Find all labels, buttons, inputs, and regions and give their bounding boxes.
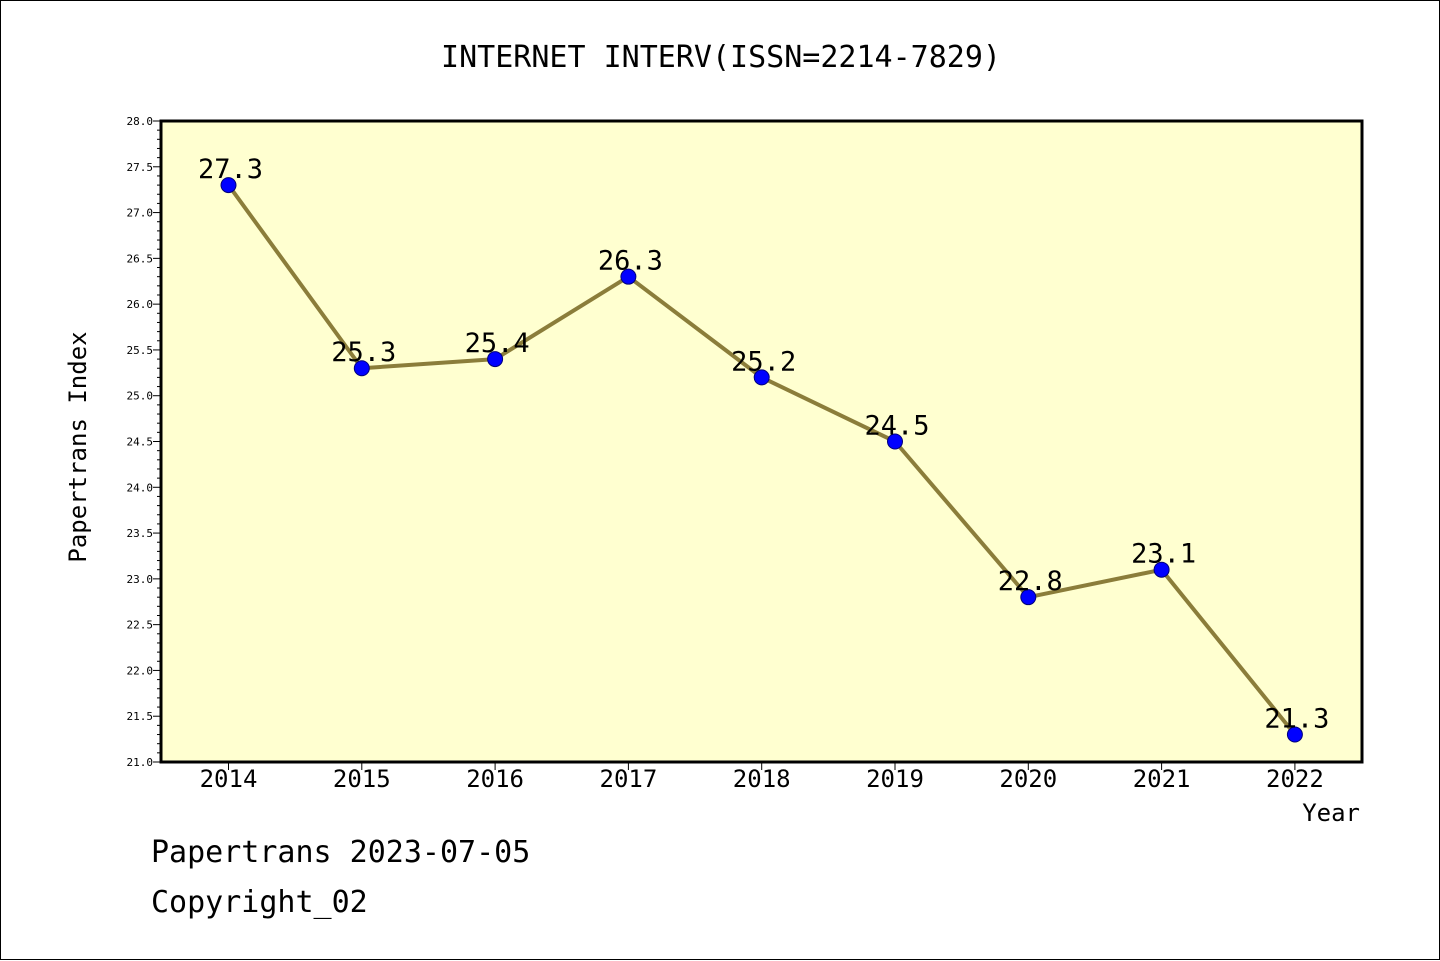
data-label: 27.3 — [198, 154, 263, 185]
data-label: 21.3 — [1264, 704, 1329, 735]
data-label: 25.4 — [465, 328, 530, 359]
data-point — [1153, 561, 1170, 578]
x-tick-label: 2022 — [1266, 765, 1324, 793]
data-point — [887, 433, 903, 450]
y-tick-label: 24.5 — [127, 436, 154, 449]
y-axis-label: Papertrans Index — [64, 331, 92, 562]
y-tick-label: 25.0 — [127, 390, 154, 403]
data-label: 24.5 — [864, 411, 929, 442]
data-point — [620, 268, 637, 285]
x-axis-label: Year — [1302, 799, 1360, 827]
y-tick-label: 27.5 — [127, 161, 154, 174]
x-tick-label: 2020 — [999, 765, 1057, 793]
x-tick-label: 2021 — [1133, 765, 1191, 793]
y-tick-label: 21.0 — [127, 756, 154, 769]
x-tick-label: 2018 — [733, 765, 791, 793]
data-point — [220, 177, 237, 194]
y-tick-label: 24.0 — [127, 481, 154, 494]
data-label: 23.1 — [1131, 539, 1196, 570]
y-tick-label: 28.0 — [127, 115, 154, 128]
y-tick-label: 23.5 — [127, 527, 154, 540]
data-point — [353, 360, 370, 377]
data-markers — [220, 177, 1303, 743]
data-label: 26.3 — [598, 246, 663, 277]
footer-date: Papertrans 2023-07-05 — [151, 835, 531, 870]
y-tick-label: 25.5 — [127, 344, 154, 357]
data-labels: 27.3 25.3 25.4 26.3 25.2 24.5 22.8 23.1 21.3 — [198, 154, 1329, 734]
plot-border — [159, 119, 1364, 764]
chart-title: INTERNET INTERV(ISSN=2214-7829) — [441, 40, 1001, 75]
x-tick-label: 2014 — [200, 765, 258, 793]
data-label: 25.2 — [731, 346, 796, 377]
data-point — [753, 369, 770, 386]
y-tick-label: 26.5 — [127, 252, 154, 265]
plot-area — [161, 121, 1362, 762]
data-point — [1286, 726, 1303, 743]
x-tick-label: 2015 — [333, 765, 391, 793]
y-tick-label: 26.0 — [127, 298, 154, 311]
data-point — [1020, 589, 1037, 606]
data-point — [487, 351, 504, 368]
y-tick-label: 23.0 — [127, 573, 154, 586]
x-tick-label: 2019 — [866, 765, 924, 793]
y-tick-labels: 21.0 21.5 22.0 22.5 23.0 23.5 24.0 24.5 25.0 25.5… — [127, 115, 154, 769]
y-tick-label: 21.5 — [127, 710, 154, 723]
data-label: 25.3 — [331, 337, 396, 368]
data-label: 22.8 — [998, 566, 1063, 597]
x-tick-label: 2017 — [600, 765, 658, 793]
x-tick-label: 2016 — [466, 765, 524, 793]
x-tick-labels: 2014 2015 2016 2017 2018 2019 2020 2021 2022 — [200, 765, 1324, 793]
y-tick-label: 22.0 — [127, 664, 154, 677]
y-tick-label: 27.0 — [127, 207, 154, 220]
footer-copyright: Copyright_02 — [151, 885, 368, 920]
y-tick-label: 22.5 — [127, 619, 154, 632]
